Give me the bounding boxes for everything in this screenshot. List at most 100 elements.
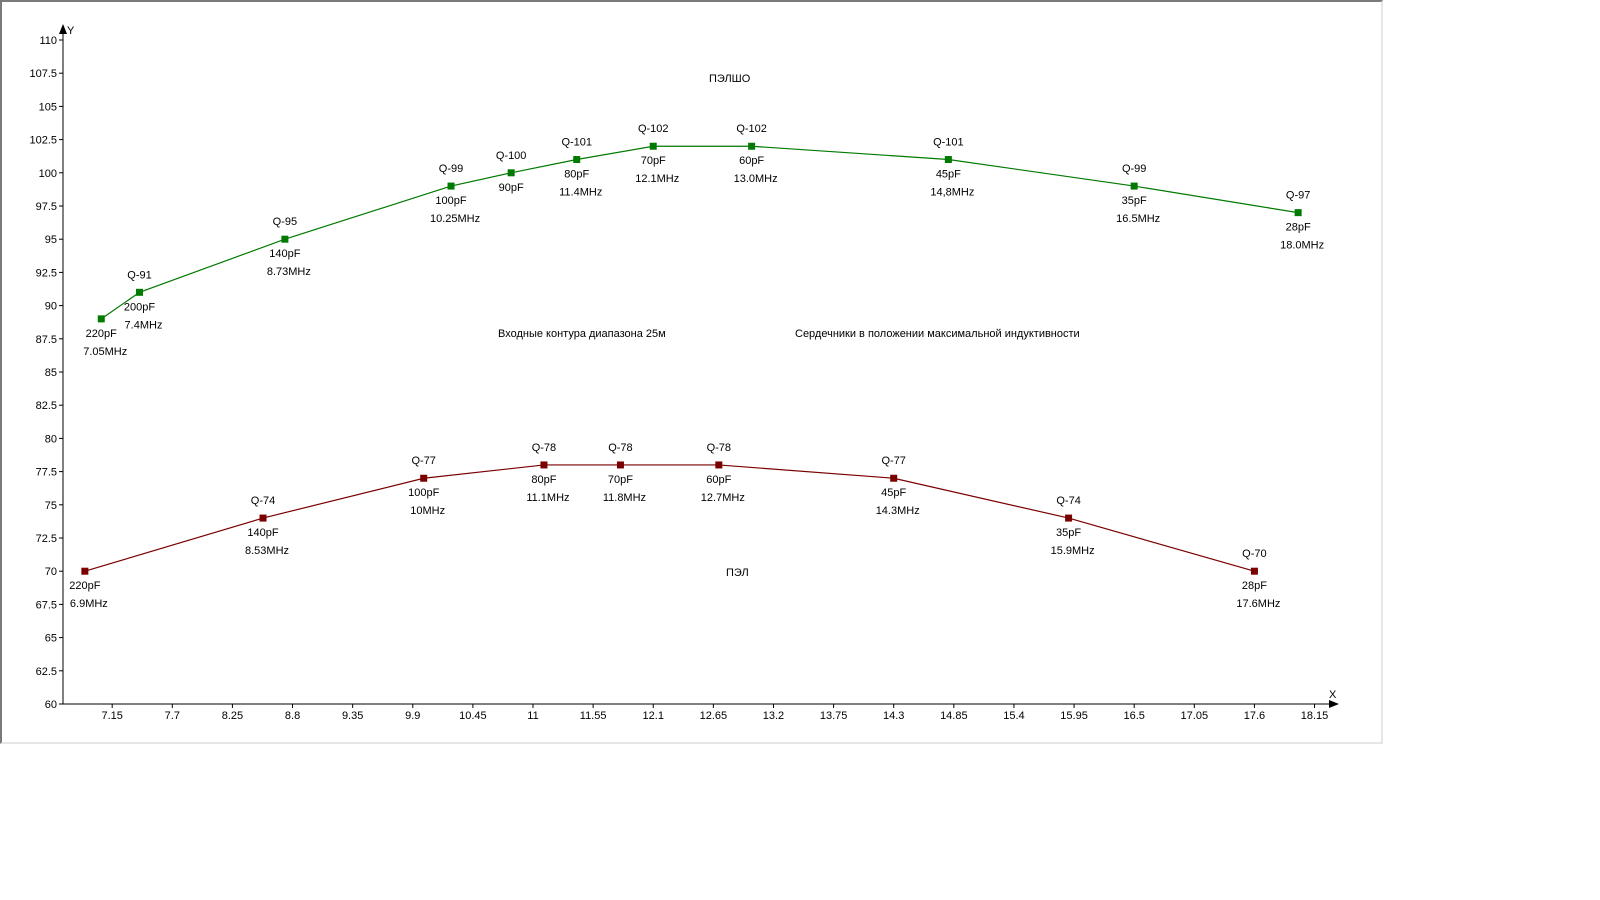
q-label: Q-74	[251, 495, 275, 507]
frequency-label: 7.4MHz	[125, 319, 163, 331]
frequency-label: 14,8MHz	[930, 187, 974, 199]
x-tick-label: 7.15	[101, 710, 122, 722]
x-tick-label: 8.8	[285, 710, 300, 722]
y-tick-label: 82.5	[36, 400, 57, 412]
frequency-label: 13.0MHz	[734, 173, 778, 185]
frequency-label: 12.7MHz	[701, 492, 745, 504]
y-tick-label: 65	[45, 633, 57, 645]
y-tick-label: 95	[45, 234, 57, 246]
frequency-label: 11.1MHz	[526, 492, 569, 504]
data-point	[97, 315, 105, 323]
capacitance-label: 60pF	[706, 474, 731, 486]
x-tick-label: 18.15	[1301, 710, 1329, 722]
capacitance-label: 200pF	[124, 301, 155, 313]
data-point	[715, 461, 723, 469]
x-tick-label: 13.2	[763, 710, 784, 722]
data-point	[81, 567, 89, 575]
q-label: Q-70	[1242, 548, 1266, 560]
x-tick-label: 9.35	[342, 710, 363, 722]
q-label: Q-99	[1122, 163, 1146, 175]
capacitance-label: 35pF	[1056, 527, 1081, 539]
series-name-pel: ПЭЛ	[726, 567, 749, 579]
y-tick-label: 70	[45, 566, 57, 578]
capacitance-label: 140pF	[269, 248, 300, 260]
y-tick-label: 110	[39, 35, 57, 47]
x-tick-label: 16.5	[1123, 710, 1144, 722]
q-label: Q-78	[707, 442, 731, 454]
data-point	[259, 514, 267, 522]
y-tick-label: 80	[45, 433, 57, 445]
x-tick-label: 8.25	[222, 710, 243, 722]
data-point	[1294, 209, 1302, 217]
q-label: Q-101	[933, 137, 964, 149]
data-point	[447, 182, 455, 190]
data-point	[1250, 567, 1258, 575]
data-point	[890, 474, 898, 482]
series-pelsho	[97, 142, 1302, 323]
capacitance-label: 220pF	[69, 580, 100, 592]
data-point	[136, 288, 144, 296]
frequency-label: 11.8MHz	[603, 492, 646, 504]
y-tick-label: 67.5	[36, 599, 57, 611]
x-tick-label: 13.75	[820, 710, 848, 722]
q-label: Q-97	[1286, 190, 1310, 202]
x-tick-label: 12.1	[643, 710, 664, 722]
data-point	[649, 142, 657, 150]
data-point	[573, 156, 581, 164]
frequency-label: 6.9MHz	[70, 598, 108, 610]
q-label: Q-74	[1056, 495, 1080, 507]
q-label: Q-102	[638, 123, 669, 135]
q-label: Q-102	[736, 123, 767, 135]
x-tick-label: 9.9	[405, 710, 420, 722]
data-point	[1065, 514, 1073, 522]
capacitance-label: 100pF	[435, 195, 466, 207]
frequency-label: 7.05MHz	[83, 346, 127, 358]
frequency-label: 12.1MHz	[635, 173, 679, 185]
y-tick-label: 100	[39, 168, 57, 180]
axis-ticks: 60 62.5 65 67.5 70 72.5 75 77.5 80 82.5 85 87.5 90 92…	[29, 35, 1328, 722]
capacitance-label: 140pF	[247, 527, 278, 539]
series-pel	[81, 461, 1258, 575]
q-label: Q-100	[496, 150, 527, 162]
frequency-label: 15.9MHz	[1051, 545, 1095, 557]
x-axis-arrow	[1329, 700, 1339, 708]
y-tick-label: 60	[45, 699, 57, 711]
y-tick-label: 90	[45, 301, 57, 313]
data-point	[507, 169, 515, 177]
y-axis-label: Y	[67, 25, 75, 37]
x-tick-label: 14.3	[883, 710, 904, 722]
y-tick-label: 72.5	[36, 533, 57, 545]
series-layer	[81, 142, 1302, 575]
data-point	[944, 156, 952, 164]
q-label: Q-77	[881, 455, 905, 467]
capacitance-label: 45pF	[881, 487, 906, 499]
series-name-pelsho: ПЭЛШО	[709, 73, 751, 85]
x-tick-label: 15.95	[1060, 710, 1088, 722]
y-axis-arrow	[59, 24, 67, 34]
capacitance-label: 70pF	[641, 155, 666, 167]
y-tick-label: 92.5	[36, 267, 57, 279]
q-label: Q-101	[561, 137, 592, 149]
capacitance-label: 28pF	[1242, 580, 1267, 592]
capacitance-label: 80pF	[564, 169, 589, 181]
y-tick-label: 75	[45, 500, 57, 512]
y-tick-label: 107.5	[29, 68, 57, 80]
x-tick-label: 15.4	[1003, 710, 1024, 722]
frequency-label: 10.25MHz	[430, 213, 480, 225]
q-label: Q-95	[273, 216, 297, 228]
y-tick-label: 85	[45, 367, 57, 379]
frequency-label: 8.73MHz	[267, 266, 311, 278]
chart-title: Входные контура диапазона 25м	[498, 328, 666, 340]
y-tick-label: 105	[39, 101, 57, 113]
q-label: Q-91	[127, 269, 151, 281]
x-tick-label: 17.6	[1244, 710, 1265, 722]
frequency-label: 16.5MHz	[1116, 213, 1160, 225]
capacitance-label: 70pF	[608, 474, 633, 486]
capacitance-label: 80pF	[531, 474, 556, 486]
x-tick-label: 10.45	[459, 710, 487, 722]
capacitance-label: 90pF	[499, 182, 524, 194]
axes	[59, 24, 1339, 708]
capacitance-label: 220pF	[86, 328, 117, 340]
x-tick-label: 11.55	[580, 710, 607, 722]
data-point	[748, 142, 756, 150]
